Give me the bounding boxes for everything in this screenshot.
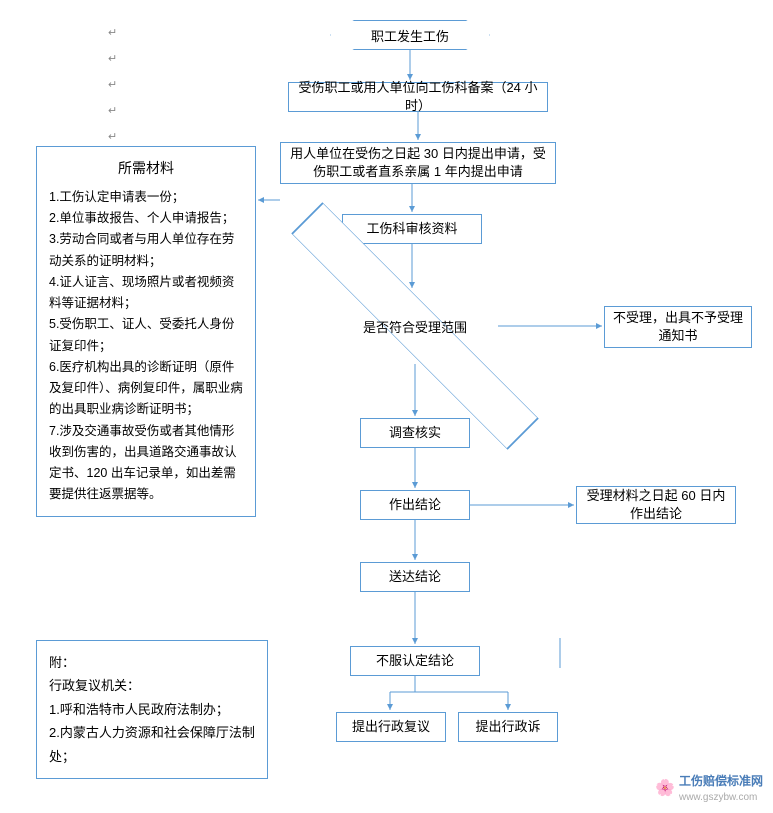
step4-node: 工伤科审核资料 [342, 214, 482, 244]
start-label: 职工发生工伤 [371, 26, 449, 45]
step8-label: 不服认定结论 [376, 652, 454, 670]
para-marker: ↵ [108, 26, 117, 39]
step6-label: 作出结论 [389, 496, 441, 514]
decision-label: 是否符合受理范围 [363, 317, 467, 336]
step5-node: 调查核实 [360, 418, 470, 448]
materials-item: 2.单位事故报告、个人申请报告； [49, 208, 243, 229]
materials-box: 所需材料 1.工伤认定申请表一份； 2.单位事故报告、个人申请报告； 3.劳动合… [36, 146, 256, 517]
decision-node: 是否符合受理范围 [330, 286, 500, 366]
reject-node: 不受理，出具不予受理通知书 [604, 306, 752, 348]
materials-title: 所需材料 [49, 157, 243, 181]
para-marker: ↵ [108, 52, 117, 65]
step4-label: 工伤科审核资料 [366, 220, 457, 238]
watermark: 🌸 工伤赔偿标准网 www.gszybw.com [655, 772, 763, 803]
appendix-line: 行政复议机关： [49, 674, 255, 697]
appendix-box: 附： 行政复议机关： 1.呼和浩特市人民政府法制办； 2.内蒙古人力资源和社会保… [36, 640, 268, 779]
reject-label: 不受理，出具不予受理通知书 [613, 309, 743, 345]
step7-node: 送达结论 [360, 562, 470, 592]
materials-item: 5.受伤职工、证人、受委托人身份证复印件； [49, 314, 243, 357]
step5-label: 调查核实 [389, 424, 441, 442]
watermark-url: www.gszybw.com [679, 792, 757, 803]
materials-item: 1.工伤认定申请表一份； [49, 187, 243, 208]
para-marker: ↵ [108, 130, 117, 143]
watermark-name: 工伤赔偿标准网 [679, 774, 763, 788]
materials-item: 4.证人证言、现场照片或者视频资料等证据材料； [49, 272, 243, 315]
opt1-label: 提出行政复议 [352, 718, 430, 736]
opt1-node: 提出行政复议 [336, 712, 446, 742]
materials-item: 7.涉及交通事故受伤或者其他情形收到伤害的，出具道路交通事故认定书、120 出车… [49, 421, 243, 506]
step2-label: 受伤职工或用人单位向工伤科备案（24 小时） [297, 79, 539, 115]
materials-item: 3.劳动合同或者与用人单位存在劳动关系的证明材料； [49, 229, 243, 272]
materials-item: 6.医疗机构出具的诊断证明（原件及复印件）、病例复印件，属职业病的出具职业病诊断… [49, 357, 243, 421]
appendix-title: 附： [49, 651, 255, 674]
para-marker: ↵ [108, 104, 117, 117]
step6note-node: 受理材料之日起 60 日内作出结论 [576, 486, 736, 524]
appendix-line: 2.内蒙古人力资源和社会保障厅法制处； [49, 721, 255, 768]
opt2-label: 提出行政诉 [475, 718, 540, 736]
step3-label: 用人单位在受伤之日起 30 日内提出申请，受伤职工或者直系亲属 1 年内提出申请 [289, 145, 547, 181]
step3-node: 用人单位在受伤之日起 30 日内提出申请，受伤职工或者直系亲属 1 年内提出申请 [280, 142, 556, 184]
para-marker: ↵ [108, 78, 117, 91]
flower-icon: 🌸 [655, 778, 675, 798]
step6note-label: 受理材料之日起 60 日内作出结论 [585, 487, 727, 523]
start-node: 职工发生工伤 [330, 20, 490, 50]
step8-node: 不服认定结论 [350, 646, 480, 676]
opt2-node: 提出行政诉 [458, 712, 558, 742]
appendix-line: 1.呼和浩特市人民政府法制办； [49, 698, 255, 721]
step2-node: 受伤职工或用人单位向工伤科备案（24 小时） [288, 82, 548, 112]
step7-label: 送达结论 [389, 568, 441, 586]
step6-node: 作出结论 [360, 490, 470, 520]
